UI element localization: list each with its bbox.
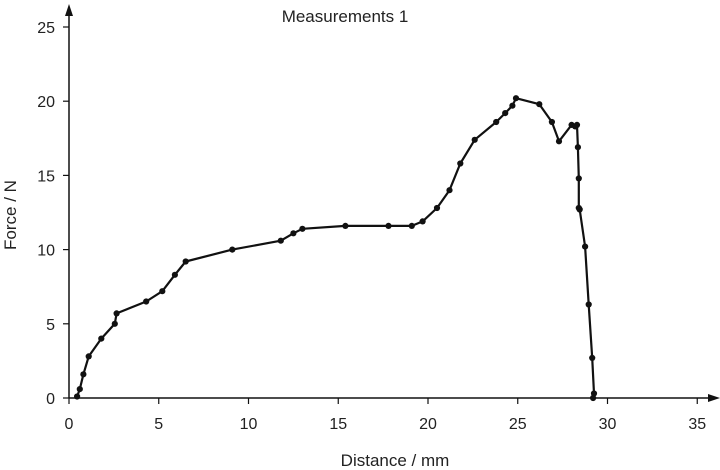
y-tick-label: 20 <box>37 94 55 111</box>
data-point <box>98 335 105 342</box>
data-point <box>419 218 426 225</box>
y-axis-arrow <box>65 4 73 16</box>
data-point <box>80 371 87 378</box>
data-point <box>589 354 596 361</box>
data-point <box>182 258 189 265</box>
data-point <box>446 187 453 194</box>
axes <box>65 4 720 402</box>
data-point <box>85 353 92 360</box>
data-point <box>385 222 392 229</box>
data-point <box>408 222 415 229</box>
y-tick-label: 10 <box>37 243 55 260</box>
data-point <box>536 101 543 108</box>
data-point <box>74 393 81 400</box>
data-point <box>502 110 509 117</box>
chart-title: Measurements 1 <box>282 7 409 26</box>
series-layer <box>74 95 598 402</box>
data-point <box>493 118 500 126</box>
x-ticks: 0 5 10 15 20 25 30 35 <box>65 398 706 433</box>
data-point <box>433 204 441 212</box>
y-axis-title: Force / N <box>1 180 20 250</box>
y-ticks: 0 5 10 15 20 25 <box>37 20 69 408</box>
y-tick-label: 5 <box>46 317 55 334</box>
data-point <box>113 310 120 317</box>
data-point <box>582 243 589 250</box>
data-point <box>573 121 581 128</box>
data-point <box>111 320 118 327</box>
data-point <box>574 144 582 151</box>
y-tick-label: 25 <box>37 20 55 37</box>
data-point <box>76 386 83 393</box>
data-point <box>171 271 178 278</box>
data-point <box>575 175 582 182</box>
data-point <box>471 136 478 143</box>
data-point <box>290 230 297 237</box>
data-point <box>457 160 464 167</box>
x-tick-label: 20 <box>419 416 437 433</box>
data-point <box>576 206 583 213</box>
data-point <box>229 246 236 253</box>
y-tick-label: 15 <box>37 168 55 185</box>
x-tick-label: 15 <box>329 416 347 433</box>
x-tick-label: 0 <box>65 416 74 433</box>
data-point <box>555 138 563 145</box>
data-point <box>509 102 516 109</box>
data-point <box>590 394 597 402</box>
x-axis-title: Distance / mm <box>341 451 450 470</box>
x-tick-label: 30 <box>599 416 617 433</box>
data-point <box>512 95 520 102</box>
data-point <box>299 225 306 232</box>
data-point <box>342 222 349 229</box>
data-point <box>143 298 150 305</box>
data-point <box>548 118 556 126</box>
x-tick-label: 35 <box>688 416 706 433</box>
data-point <box>159 288 166 295</box>
data-point <box>277 237 284 244</box>
x-axis-arrow <box>708 394 720 402</box>
y-tick-label: 0 <box>46 391 55 408</box>
data-point <box>585 301 592 308</box>
x-tick-label: 5 <box>154 416 163 433</box>
series-line <box>76 97 596 399</box>
x-tick-label: 10 <box>240 416 258 433</box>
x-tick-label: 25 <box>509 416 527 433</box>
